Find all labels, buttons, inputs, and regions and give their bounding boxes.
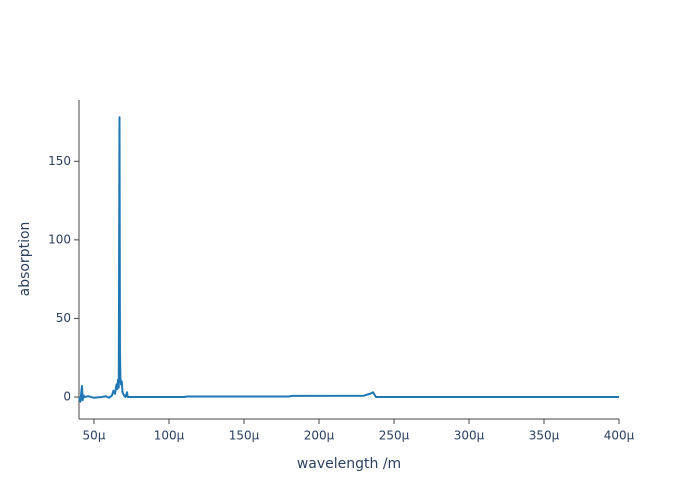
x-tick-label: 350µ — [529, 429, 560, 443]
x-axis-title: wavelength /m — [297, 456, 401, 472]
y-tick-label: 0 — [63, 390, 71, 404]
y-axis-title: absorption — [17, 222, 33, 297]
x-tick-label: 400µ — [604, 429, 635, 443]
y-tick-label: 100 — [48, 232, 71, 246]
x-tick-label: 50µ — [83, 429, 106, 443]
x-tick-label: 100µ — [154, 429, 185, 443]
x-tick-label: 200µ — [304, 429, 335, 443]
y-tick-label: 150 — [48, 154, 71, 168]
x-tick-label: 150µ — [229, 429, 260, 443]
data-line — [78, 116, 619, 403]
x-tick-label: 250µ — [379, 429, 410, 443]
y-tick-label: 50 — [56, 311, 71, 325]
x-tick-label: 300µ — [454, 429, 485, 443]
